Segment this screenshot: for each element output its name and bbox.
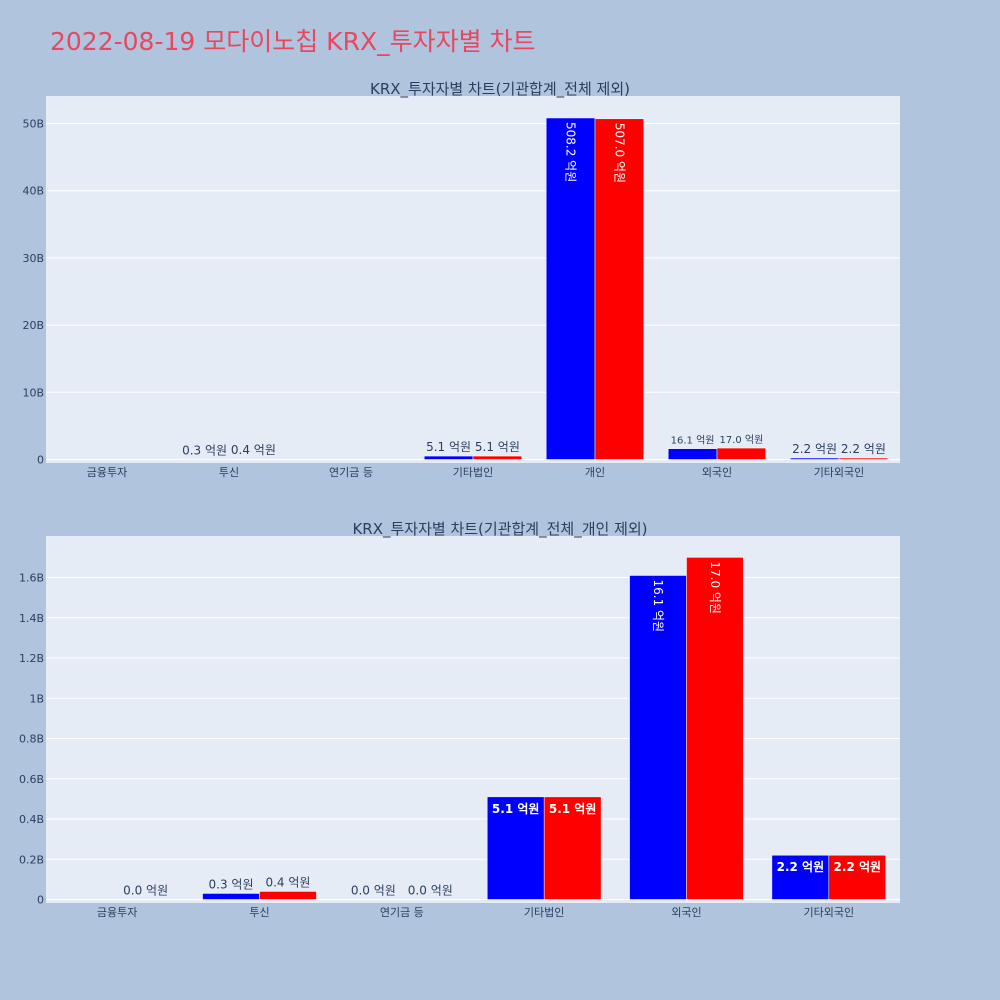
bar — [667, 448, 718, 460]
y-tick-label: 10B — [22, 386, 44, 399]
data-label: 507.0 억원 — [612, 123, 626, 183]
y-tick-label: 50B — [22, 118, 44, 131]
x-tick-label: 연기금 등 — [380, 906, 424, 919]
data-label: 5.1 억원 — [426, 440, 471, 454]
x-tick-label: 외국인 — [671, 906, 701, 919]
x-tick-label: 외국인 — [702, 466, 732, 479]
x-tick-label: 연기금 등 — [329, 466, 373, 479]
x-tick-label: 투신 — [249, 906, 269, 919]
page-title: 2022-08-19 모다이노칩 KRX_투자자별 차트 — [50, 27, 536, 56]
y-tick-label: 0.2B — [19, 853, 44, 866]
y-tick-label: 1.2B — [19, 652, 44, 665]
y-tick-label: 1.6B — [19, 572, 44, 585]
data-label: 17.0 억원 — [719, 434, 763, 446]
data-label: 16.1 억원 — [651, 579, 665, 632]
bar — [472, 455, 523, 460]
data-label: 2.2 억원 — [792, 442, 837, 456]
y-tick-label: 0 — [37, 454, 44, 467]
data-label: 2.2 억원 — [777, 860, 825, 874]
bar — [594, 118, 645, 460]
bar — [202, 893, 260, 900]
x-tick-label: 기타외국인 — [814, 466, 865, 479]
data-label: 17.0 억원 — [708, 561, 722, 614]
data-label: 2.2 억원 — [834, 860, 882, 874]
y-tick-label: 0.8B — [19, 733, 44, 746]
bar — [686, 557, 744, 900]
x-tick-label: 기타법인 — [524, 906, 564, 919]
bar — [543, 796, 602, 900]
y-tick-label: 0.6B — [19, 773, 44, 786]
plot-area — [46, 536, 900, 903]
data-label: 508.2 억원 — [564, 122, 578, 182]
x-tick-label: 금융투자 — [97, 906, 137, 919]
chart-title: KRX_투자자별 차트(기관합계_전체 제외) — [370, 80, 630, 99]
chart-title: KRX_투자자별 차트(기관합계_전체_개인 제외) — [352, 520, 647, 539]
x-tick-label: 개인 — [585, 466, 605, 479]
data-label: 16.1 억원 — [671, 435, 715, 447]
y-tick-label: 0.4B — [19, 813, 44, 826]
data-label: 5.1 억원 — [475, 440, 520, 454]
bar — [486, 796, 545, 900]
bar — [789, 457, 840, 460]
chart-1: KRX_투자자별 차트(기관합계_전체 제외) 0 10B 20B 30B 40B 50B 금… — [22, 80, 900, 479]
data-label: 2.2 억원 — [841, 442, 886, 456]
bar — [716, 447, 767, 460]
data-label: 0.4 억원 — [231, 443, 276, 457]
data-label: 0.0 억원 — [408, 884, 453, 898]
bar — [838, 457, 889, 460]
x-tick-label: 투신 — [219, 466, 239, 479]
chart-2: KRX_투자자별 차트(기관합계_전체_개인 제외) 0 0.2B 0.4B 0.6B 0… — [19, 520, 900, 919]
plot-area — [46, 96, 900, 463]
data-label: 0.4 억원 — [265, 875, 310, 889]
x-tick-label: 기타외국인 — [804, 906, 855, 919]
y-tick-label: 30B — [22, 252, 44, 265]
data-label: 0.0 억원 — [123, 884, 168, 898]
y-tick-label: 1.4B — [19, 612, 44, 625]
x-tick-label: 금융투자 — [87, 466, 127, 479]
y-tick-label: 40B — [22, 185, 44, 198]
bar — [259, 891, 317, 900]
bar — [828, 854, 887, 900]
y-tick-label: 20B — [22, 319, 44, 332]
bar — [771, 854, 830, 900]
data-label: 0.0 억원 — [351, 884, 396, 898]
data-label: 0.3 억원 — [182, 443, 227, 457]
data-label: 5.1 억원 — [549, 802, 597, 816]
data-label: 0.3 억원 — [209, 877, 254, 891]
x-tick-label: 기타법인 — [453, 466, 493, 479]
data-label: 5.1 억원 — [492, 802, 540, 816]
y-tick-label: 1B — [29, 692, 44, 705]
y-tick-label: 0 — [37, 894, 44, 907]
bar — [423, 455, 474, 460]
